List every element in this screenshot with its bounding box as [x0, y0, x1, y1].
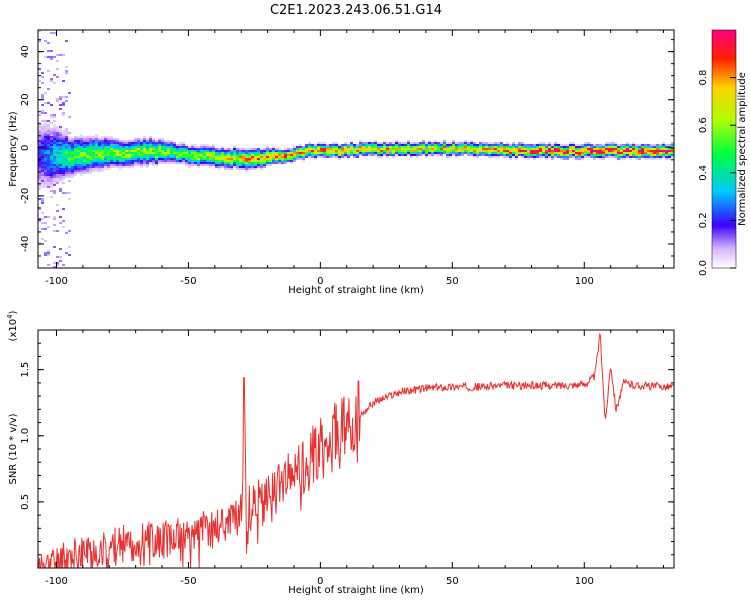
snr-panel: -100 -50 0 50 100 0.5 1.0 1.5 Height of straigh…	[6, 310, 675, 596]
x-tick-label: 0	[317, 576, 323, 587]
y-tick-label: -20	[20, 188, 31, 204]
x-tick-label: -50	[180, 576, 196, 587]
colorbar-tick-label: 0.2	[698, 212, 709, 228]
x-tick-label: -50	[180, 276, 196, 287]
plot-frame	[37, 29, 675, 269]
heatmap-axes: -100 -50 0 50 100 -40 -20 0 20 40	[20, 29, 675, 287]
snr-series-line	[38, 332, 674, 568]
colorbar-tick-label: 0.6	[698, 117, 709, 133]
colorbar-tick-label: 0.8	[698, 70, 709, 86]
x-tick-label: -100	[45, 276, 68, 287]
y-tick-label: 0	[20, 145, 31, 151]
heatmap-cells	[38, 30, 674, 268]
colorbar-tick-label: 0.0	[698, 260, 709, 276]
colorbar-ticks: 0.0 0.2 0.4 0.6 0.8	[698, 29, 737, 276]
y-tick-label: -40	[20, 236, 31, 252]
x-tick-label: 50	[446, 276, 459, 287]
x-tick-label: -100	[45, 576, 68, 587]
heatmap-y-label: Frequency (Hz)	[8, 111, 19, 187]
x-tick-label: 50	[446, 576, 459, 587]
plot-frame	[37, 329, 675, 569]
snr-axes: -100 -50 0 50 100 0.5 1.0 1.5	[20, 329, 675, 587]
colorbar-label: Normalized spectral amplitude	[737, 72, 748, 226]
y-tick-label: 40	[20, 45, 31, 58]
y-tick-label: 20	[20, 93, 31, 106]
x-tick-label: 100	[575, 276, 594, 287]
colorbar-gradient	[712, 30, 736, 268]
x-tick-label: 0	[317, 276, 323, 287]
snr-x-label: Height of straight line (km)	[288, 585, 424, 596]
colorbar-tick-label: 0.4	[698, 165, 709, 181]
y-tick-label: 1.5	[20, 362, 31, 378]
snr-multiplier: (x104)	[6, 310, 19, 341]
heatmap-x-label: Height of straight line (km)	[288, 285, 424, 296]
colorbar: 0.0 0.2 0.4 0.6 0.8 Normalized spectral ampl…	[698, 29, 748, 276]
y-tick-label: 0.5	[20, 494, 31, 510]
snr-y-label: SNR (10 * v/v)	[8, 413, 19, 484]
figure-title: C2E1.2023.243.06.51.G14	[270, 3, 442, 18]
x-tick-label: 100	[575, 576, 594, 587]
y-tick-label: 1.0	[20, 428, 31, 444]
heatmap-panel: -100 -50 0 50 100 -40 -20 0 20 40 Height of strai…	[8, 29, 675, 296]
